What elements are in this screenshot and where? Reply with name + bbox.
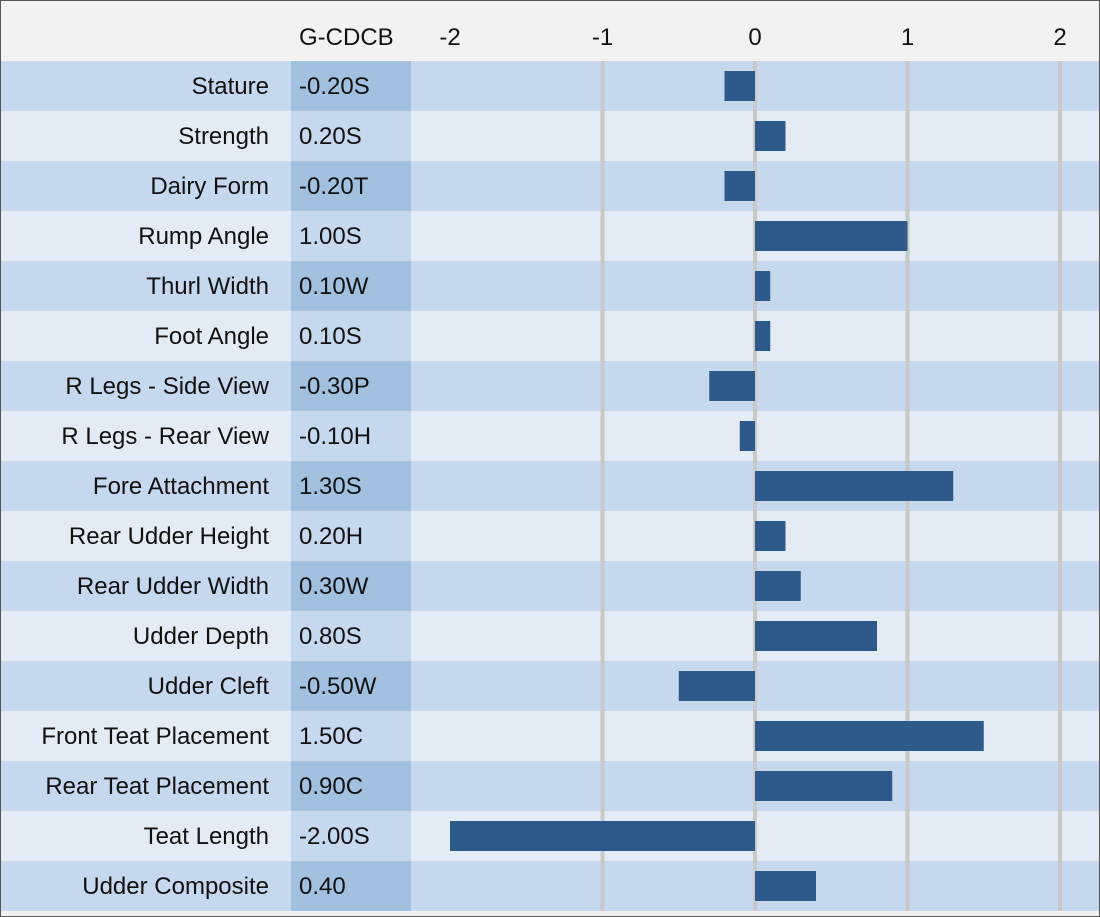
bar [755, 721, 984, 751]
x-tick-label: -1 [592, 24, 613, 51]
trait-label: Thurl Width [146, 273, 269, 300]
row-band [1, 311, 1099, 361]
trait-value: 1.50C [299, 723, 363, 750]
trait-value: 0.30W [299, 573, 369, 600]
bar [755, 221, 908, 251]
row-band [1, 761, 1099, 811]
x-tick-label: 1 [901, 24, 914, 51]
trait-label: Udder Depth [133, 623, 269, 650]
bar [450, 821, 755, 851]
value-cell [291, 111, 411, 161]
bar [709, 371, 755, 401]
row-band [1, 661, 1099, 711]
bar [755, 471, 954, 501]
value-cell [291, 861, 411, 911]
trait-label: Fore Attachment [93, 473, 269, 500]
row-band [1, 261, 1099, 311]
trait-label: Rump Angle [138, 223, 269, 250]
trait-value: -0.20T [299, 173, 369, 200]
row-band [1, 161, 1099, 211]
value-cell [291, 461, 411, 511]
trait-label: R Legs - Side View [65, 373, 269, 400]
trait-label: Foot Angle [154, 323, 269, 350]
trait-value: 0.80S [299, 623, 362, 650]
trait-label: R Legs - Rear View [61, 423, 269, 450]
bar [724, 171, 755, 201]
trait-label: Rear Teat Placement [45, 773, 269, 800]
bar [755, 621, 877, 651]
bar [755, 871, 816, 901]
trait-label: Udder Composite [82, 873, 269, 900]
bar [739, 421, 755, 451]
x-tick-label: -2 [439, 24, 460, 51]
trait-value: -2.00S [299, 823, 370, 850]
trait-label: Teat Length [144, 823, 269, 850]
trait-value: -0.20S [299, 73, 370, 100]
trait-label: Strength [178, 123, 269, 150]
trait-label: Rear Udder Height [69, 523, 269, 550]
trait-value: 1.30S [299, 473, 362, 500]
trait-label: Stature [192, 73, 269, 100]
value-cell [291, 411, 411, 461]
bar [755, 771, 893, 801]
trait-value: 0.20S [299, 123, 362, 150]
row-band [1, 111, 1099, 161]
value-cell [291, 511, 411, 561]
bar [755, 271, 771, 301]
x-tick-label: 0 [748, 24, 761, 51]
column-header-g-cdcb: G-CDCB [299, 24, 394, 51]
value-cell [291, 811, 411, 861]
trait-value: 0.40 [299, 873, 346, 900]
row-band [1, 211, 1099, 261]
row-band [1, 361, 1099, 411]
row-band [1, 861, 1099, 911]
value-cell [291, 161, 411, 211]
trait-label: Front Teat Placement [41, 723, 269, 750]
value-cell [291, 261, 411, 311]
bar [678, 671, 755, 701]
value-cell [291, 61, 411, 111]
value-cell [291, 711, 411, 761]
trait-value: 0.20H [299, 523, 363, 550]
value-cell [291, 611, 411, 661]
value-cell [291, 661, 411, 711]
trait-value: 0.10S [299, 323, 362, 350]
trait-value: -0.10H [299, 423, 371, 450]
bar [755, 521, 786, 551]
trait-value: -0.50W [299, 673, 377, 700]
row-band [1, 511, 1099, 561]
value-cell [291, 211, 411, 261]
x-tick-label: 2 [1053, 24, 1066, 51]
trait-label: Rear Udder Width [77, 573, 269, 600]
bar [724, 71, 755, 101]
header-band [1, 1, 1099, 61]
trait-value: -0.30P [299, 373, 370, 400]
bar [755, 121, 786, 151]
value-cell [291, 311, 411, 361]
value-cell [291, 361, 411, 411]
trait-value: 1.00S [299, 223, 362, 250]
trait-value: 0.90C [299, 773, 363, 800]
bar [755, 571, 801, 601]
row-band [1, 561, 1099, 611]
row-band [1, 411, 1099, 461]
value-cell [291, 561, 411, 611]
trait-label: Dairy Form [150, 173, 269, 200]
trait-label: Udder Cleft [148, 673, 270, 700]
value-cell [291, 761, 411, 811]
bar [755, 321, 771, 351]
row-band [1, 611, 1099, 661]
row-band [1, 61, 1099, 111]
trait-value: 0.10W [299, 273, 369, 300]
